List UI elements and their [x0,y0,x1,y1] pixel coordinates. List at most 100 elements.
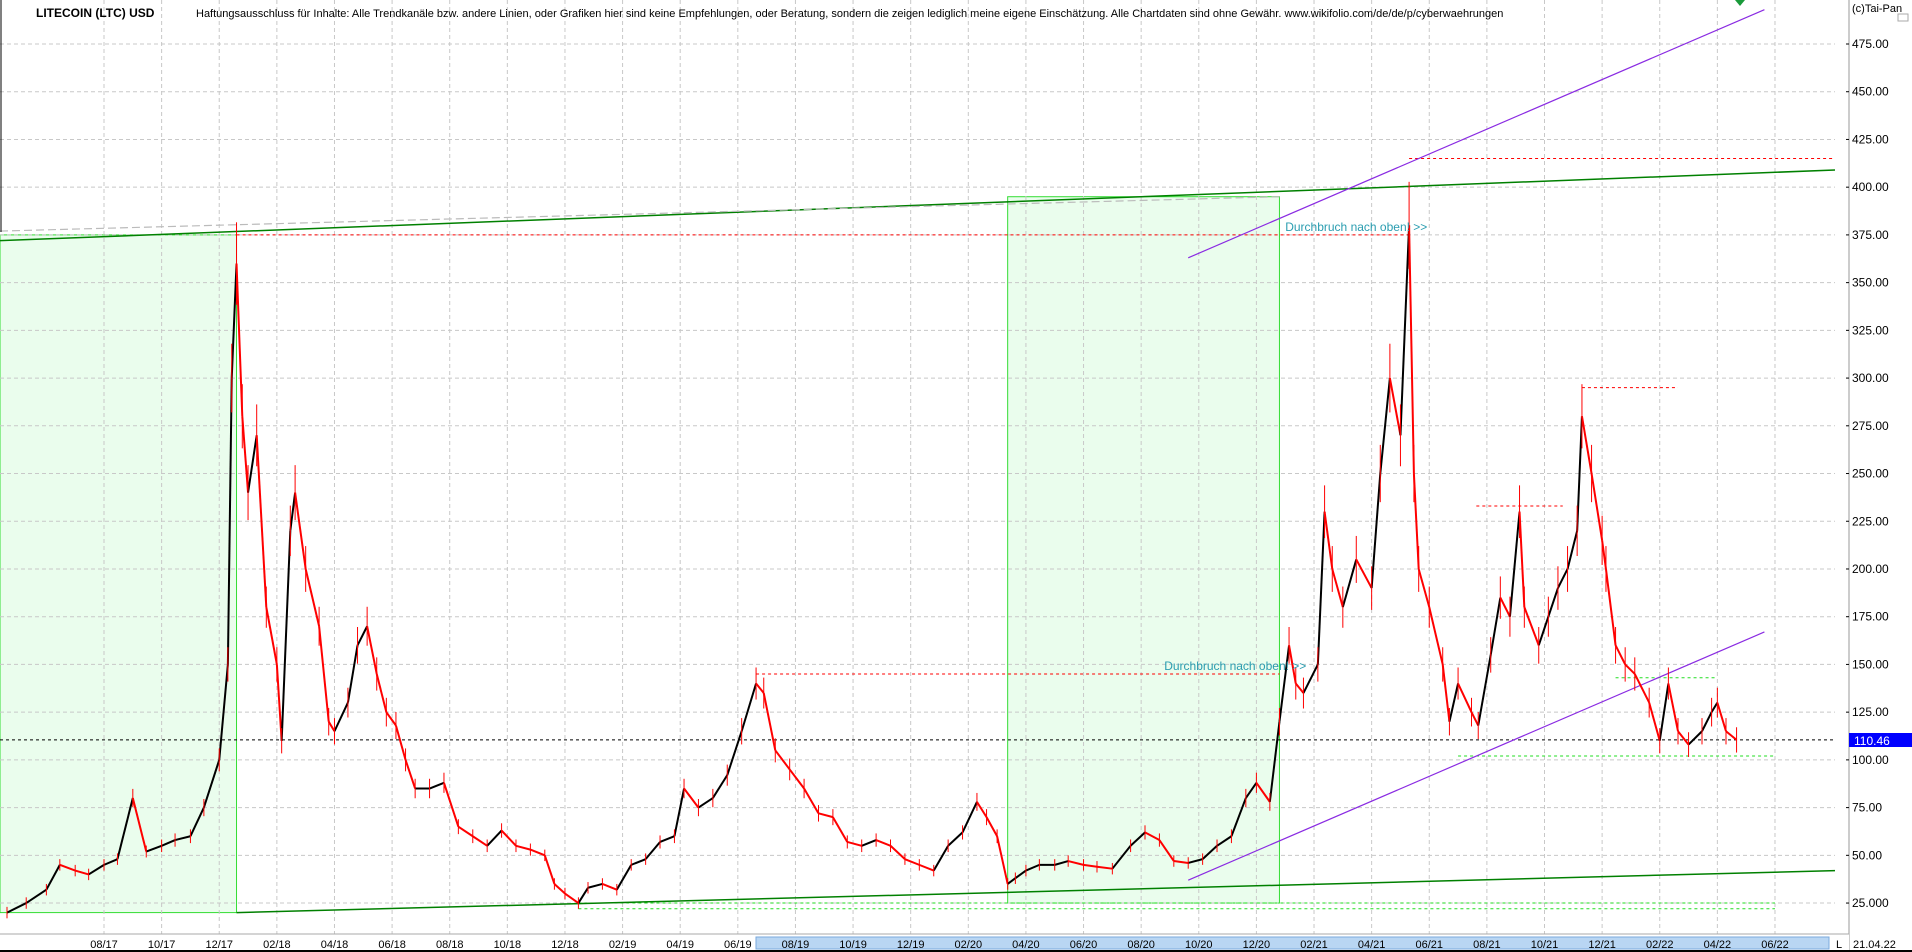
price-segment [394,725,407,761]
price-segment [346,645,359,703]
x-tick-label: 02/18 [263,939,291,951]
price-segment [889,845,906,860]
price-segment [145,844,162,853]
price-segment [375,673,388,713]
price-segment [6,902,27,914]
price-segment [1129,831,1146,847]
price-segment [1417,568,1431,608]
y-tick-label: 350.00 [1852,276,1889,290]
x-tick-label: 10/18 [494,939,522,951]
y-tick-label: 450.00 [1852,85,1889,99]
annotation-label: Durchbruch nach oben! >> [1164,659,1306,673]
y-tick-label: 275.00 [1852,419,1889,433]
price-segment [697,797,714,809]
price-segment [1508,511,1521,617]
price-segment [515,844,531,851]
price-segment [1288,645,1297,684]
x-tick-label: 04/18 [321,939,349,951]
disclaimer-text: Haftungsausschluss für Inhalte: Alle Tre… [196,8,1503,20]
marker-triangle-icon [1735,0,1745,6]
price-segment [1007,877,1016,885]
price-segment [1268,721,1281,802]
price-segment [904,858,920,866]
price-segment [530,848,546,857]
price-segment [1557,568,1569,589]
price-segment [366,626,378,675]
price-segment [1201,845,1218,860]
x-tick-label: 08/19 [782,939,810,951]
price-segment [996,836,1009,885]
y-tick-label: 225.00 [1852,514,1889,528]
price-segment [1302,663,1319,694]
price-segment [1379,377,1391,474]
y-axis-ticks: 475.00 450.00 425.00 400.00 375.00 350.00 325.… [1846,37,1889,910]
price-segment [1054,860,1069,866]
timeline-scrollbar[interactable] [755,936,1830,950]
price-segment [189,807,205,837]
annotation-label: Durchbruch nach oben! >> [1285,220,1427,234]
y-tick-label: 50.00 [1852,848,1882,862]
trend-line-gray [0,196,1280,232]
price-segment [1399,225,1411,436]
price-segment [1537,616,1550,646]
price-segment [275,664,283,741]
minimize-icon[interactable] [1897,13,1909,22]
price-segment [847,840,862,847]
x-tick-label: 12/18 [551,939,579,951]
x-tick-label: 10/21 [1531,939,1559,951]
price-segment [161,839,176,847]
x-tick-label: 10/17 [148,939,176,951]
price-segment [712,774,729,799]
price-segment [875,839,891,847]
y-tick-label: 375.00 [1852,228,1889,242]
x-tick-label: 02/19 [609,939,637,951]
trend-line-green [0,169,1836,242]
y-tick-label: 300.00 [1852,371,1889,385]
y-tick-label: 325.00 [1852,323,1889,337]
price-segment [116,797,134,860]
scroll-end-marker[interactable]: L [1836,939,1842,951]
price-segment [280,530,292,741]
price-segment [564,892,579,904]
price-segment [976,801,988,818]
price-segment [230,263,238,379]
price-segment [1667,683,1679,732]
price-segment [740,683,758,732]
price-segment [1633,673,1651,704]
price-segment [318,626,330,722]
price-segment [1566,530,1579,570]
price-segment [1316,511,1326,665]
price-segment [918,863,935,872]
price-segment [294,492,307,570]
price-segment [327,721,336,732]
price-segment [131,797,148,852]
price-segment [762,692,777,751]
price-segment [486,829,503,847]
price-segment [1499,597,1511,618]
x-tick-label: 06/22 [1761,939,1789,951]
x-tick-label: 12/17 [205,939,233,951]
price-segment [59,863,76,872]
price-segment [602,883,618,891]
y-tick-label: 200.00 [1852,562,1889,576]
price-segment [1725,730,1738,741]
price-axis [1835,0,1912,952]
grid [0,0,1835,934]
x-tick-label: 04/22 [1704,939,1732,951]
price-segment [1370,473,1382,589]
price-segment [1710,702,1719,713]
x-tick-label: 12/20 [1243,939,1271,951]
price-segment [88,864,105,876]
price-segment [1604,568,1617,646]
y-tick-label: 425.00 [1852,132,1889,146]
x-tick-label: 02/20 [955,939,983,951]
price-segment [543,855,556,885]
price-segment [644,841,661,860]
price-segment [1441,664,1451,722]
price-segment [1470,711,1480,726]
price-segment [683,787,700,809]
price-segment [235,263,244,417]
price-segment [45,864,61,891]
price-segment [1187,858,1203,864]
